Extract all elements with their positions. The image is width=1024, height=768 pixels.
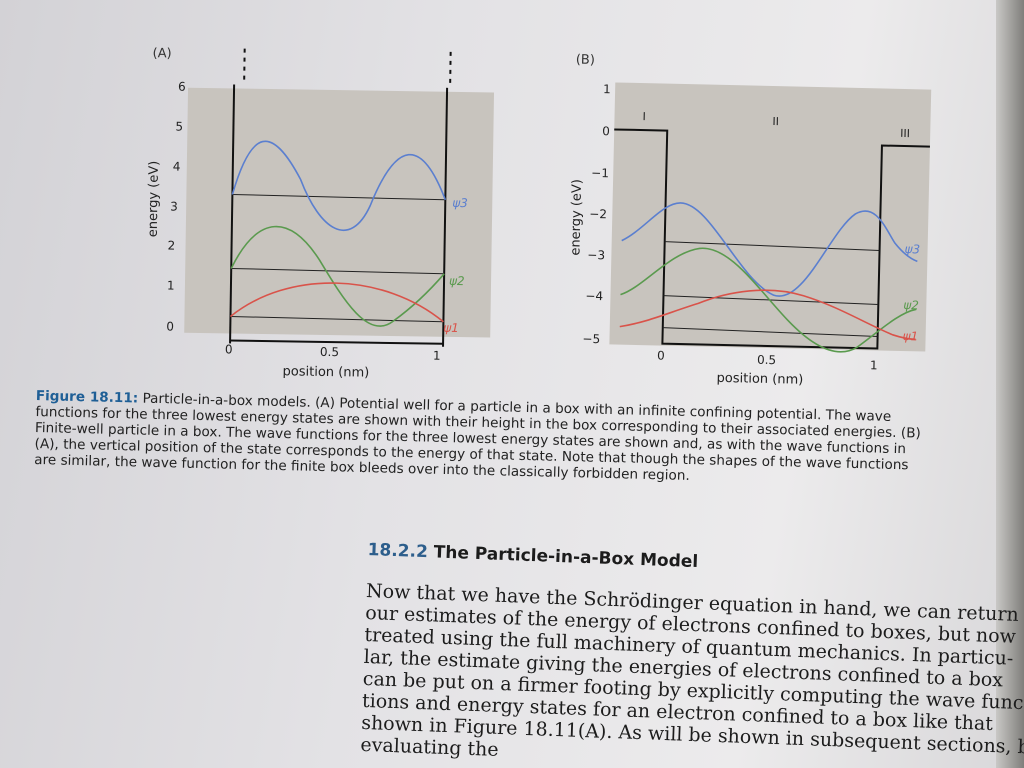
section-heading: 18.2.2 The Particle-in-a-Box Model bbox=[367, 540, 1007, 583]
section-body: Now that we have the Schrödinger equatio… bbox=[360, 580, 1024, 768]
panel-b-psi2-label: ψ2 bbox=[903, 298, 919, 312]
panel-b-level-3 bbox=[664, 241, 880, 251]
panel-a-background bbox=[184, 87, 495, 338]
panel-a-x-tick: 0 bbox=[225, 342, 233, 356]
page-edge bbox=[996, 0, 1024, 768]
panel-a-left-wall-dashed bbox=[243, 48, 246, 83]
panel-b-psi2-curve bbox=[620, 247, 917, 353]
panel-a-x-tick: 1 bbox=[433, 349, 441, 363]
section-number: 18.2.2 bbox=[367, 540, 429, 563]
panel-b: (B) I II III ψ3 ψ2 ψ1 1 0 −1 −2 −3 bbox=[568, 53, 932, 388]
panel-a-y-tick: 1 bbox=[167, 278, 175, 292]
panel-b-y-tick: 0 bbox=[602, 124, 610, 138]
panel-b-psi3-curve bbox=[621, 202, 918, 297]
panel-b-xlabel: position (nm) bbox=[716, 371, 803, 388]
panel-a-floor bbox=[230, 339, 444, 345]
panel-a-left-wall bbox=[229, 84, 236, 344]
panel-a-label: (A) bbox=[152, 46, 171, 61]
panel-a-psi2-curve bbox=[230, 225, 445, 327]
panel-b-well-outline bbox=[614, 128, 930, 350]
panel-b-y-tick: −5 bbox=[582, 332, 600, 346]
panel-a-right-wall-dashed bbox=[449, 51, 452, 86]
panel-a-y-tick: 2 bbox=[167, 238, 175, 252]
panel-a-psi2-label: ψ2 bbox=[449, 274, 465, 288]
panel-a-psi3-curve bbox=[231, 140, 447, 231]
panel-b-ylabel: energy (eV) bbox=[568, 179, 585, 256]
panel-a-y-tick: 6 bbox=[178, 80, 186, 94]
panel-a-y-tick: 5 bbox=[175, 120, 183, 134]
panel-b-x-tick: 1 bbox=[870, 358, 878, 372]
section-title: The Particle-in-a-Box Model bbox=[433, 542, 699, 573]
panel-a-psi1-label: ψ1 bbox=[443, 321, 459, 335]
panel-a-y-tick: 0 bbox=[166, 319, 174, 333]
panel-a-level-2 bbox=[231, 267, 445, 275]
panel-b-x-tick: 0 bbox=[657, 348, 665, 362]
panel-b-y-tick: −4 bbox=[585, 289, 603, 303]
panel-a-level-1 bbox=[230, 315, 444, 323]
panel-a-psi1-curve bbox=[229, 282, 444, 323]
panel-a-level-3 bbox=[232, 193, 446, 201]
figure-caption: Figure 18.11: Particle-in-a-box models. … bbox=[34, 388, 988, 491]
panel-b-psi1-label: ψ1 bbox=[902, 329, 918, 343]
panel-a-right-wall bbox=[442, 87, 449, 347]
panel-b-background bbox=[609, 82, 932, 352]
figure-18-11: (A) ψ3 ψ2 ψ1 0 1 2 3 4 bbox=[146, 46, 932, 388]
panel-a-y-tick: 3 bbox=[170, 199, 178, 213]
panel-b-y-tick: −3 bbox=[587, 248, 605, 262]
panel-b-label: (B) bbox=[576, 53, 595, 68]
panel-b-region-label: I bbox=[642, 110, 646, 123]
panel-b-y-tick: −2 bbox=[589, 207, 607, 221]
panel-a-xlabel: position (nm) bbox=[282, 364, 369, 380]
panel-a-y-tick: 4 bbox=[173, 160, 181, 174]
panel-b-y-tick: −1 bbox=[591, 166, 609, 180]
panel-a-x-tick: 0.5 bbox=[320, 345, 339, 359]
panel-a: (A) ψ3 ψ2 ψ1 0 1 2 3 4 bbox=[146, 46, 495, 381]
panel-b-psi1-curve bbox=[619, 289, 916, 341]
panel-b-y-tick: 1 bbox=[603, 82, 611, 96]
section-18-2-2: 18.2.2 The Particle-in-a-Box Model Now t… bbox=[360, 540, 1024, 768]
panel-a-psi3-label: ψ3 bbox=[452, 196, 468, 210]
panel-b-psi3-label: ψ3 bbox=[904, 242, 920, 256]
panel-b-region-label: II bbox=[772, 115, 779, 128]
panel-b-x-tick: 0.5 bbox=[757, 353, 776, 367]
panel-b-level-1 bbox=[662, 327, 878, 337]
panel-b-region-label: III bbox=[900, 127, 910, 140]
panel-a-ylabel: energy (eV) bbox=[146, 161, 162, 238]
panel-b-level-2 bbox=[663, 295, 879, 305]
